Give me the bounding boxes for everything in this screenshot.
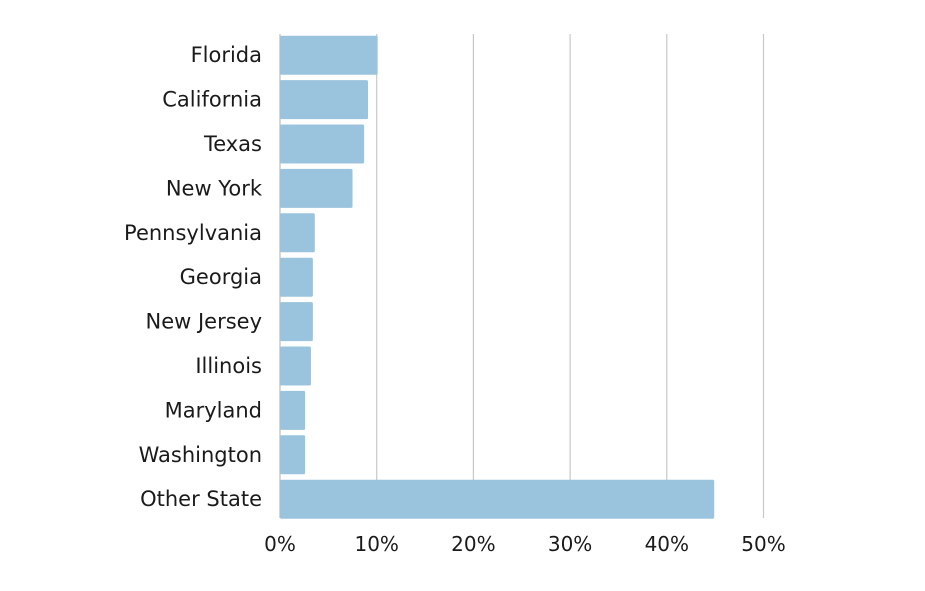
category-label: Texas (203, 132, 262, 156)
category-label: Illinois (195, 354, 262, 378)
category-label: New Jersey (145, 310, 262, 334)
bar-georgia (280, 257, 313, 297)
category-label: California (162, 88, 262, 112)
bar-illinois (280, 346, 311, 386)
bar-texas (280, 124, 365, 164)
category-label: Washington (139, 443, 262, 467)
category-labels: Florida California Texas New York Pennsylvan… (124, 43, 263, 511)
category-label: Florida (191, 43, 262, 67)
bar-new-york (280, 168, 353, 208)
category-label: Other State (140, 487, 262, 511)
x-tick-labels: 0% 10% 20% 30% 40% 50% (264, 532, 786, 556)
bar-california (280, 80, 368, 120)
x-tick-label: 0% (264, 532, 296, 556)
x-tick-label: 30% (548, 532, 592, 556)
category-label: Georgia (180, 265, 262, 289)
x-tick-label: 10% (354, 532, 398, 556)
x-tick-label: 20% (451, 532, 495, 556)
bar-new-jersey (280, 302, 313, 342)
bar-pennsylvania (280, 213, 315, 253)
bar-other-state (280, 479, 715, 519)
bar-washington (280, 435, 306, 475)
x-tick-label: 40% (645, 532, 689, 556)
bar-maryland (280, 390, 306, 430)
bars (280, 35, 715, 519)
category-label: Pennsylvania (124, 221, 262, 245)
category-label: New York (166, 176, 263, 200)
x-tick-label: 50% (741, 532, 785, 556)
category-label: Maryland (165, 398, 262, 422)
bar-florida (280, 35, 378, 75)
